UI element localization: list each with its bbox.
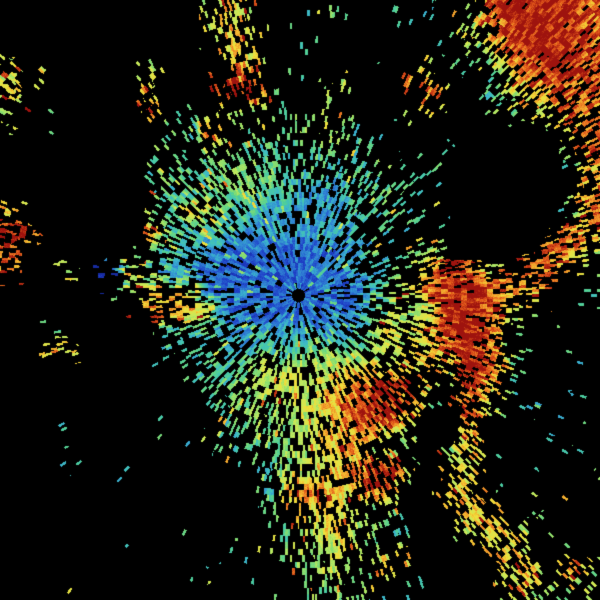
radar-reflectivity-display xyxy=(0,0,600,600)
radar-reflectivity-canvas xyxy=(0,0,600,600)
